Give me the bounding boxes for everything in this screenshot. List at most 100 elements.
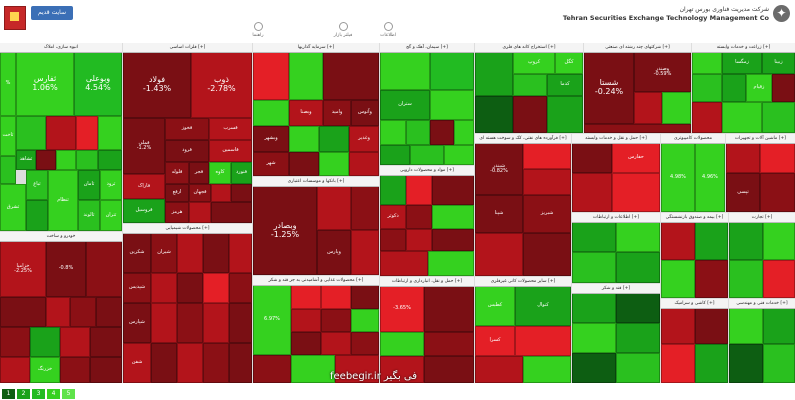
stock-tile[interactable] — [60, 357, 90, 383]
stock-tile[interactable]: شپدیس — [123, 273, 151, 303]
sector-16[interactable]: -3.65% حمل و نقل، انبارداری و ارتباطات [+… — [380, 277, 474, 383]
sector-22[interactable]: کاشی و سرامیک [+] — [661, 299, 728, 383]
stock-tile[interactable] — [0, 156, 16, 184]
stock-tile[interactable]: فنورد — [231, 162, 252, 184]
sector-13[interactable]: خزامیا -2.25% -0.8% خزرنگ خودرو و ساخت — [0, 232, 122, 383]
stock-tile[interactable] — [432, 175, 474, 205]
stock-tile[interactable]: وآتوس — [351, 100, 379, 126]
stock-tile[interactable] — [454, 120, 474, 145]
stock-tile[interactable] — [695, 308, 728, 344]
stock-tile[interactable]: 4.98% — [661, 143, 695, 212]
page-button-4[interactable]: 4 — [47, 389, 60, 399]
stock-tile[interactable]: فسرب — [209, 118, 252, 140]
sector-0[interactable]: % ثاخت ثفارس 1.06% وبوعلی 4.54% ثشاهد ثشرق ثباغ ث… — [0, 43, 122, 231]
nav-info[interactable]: اطلاعات — [373, 22, 403, 38]
sector-title[interactable]: استخراج کانه های فلزی [+] — [475, 43, 583, 53]
stock-tile[interactable]: فخوز — [165, 118, 209, 140]
stock-tile[interactable]: فاراک — [123, 174, 165, 199]
stock-tile[interactable] — [26, 200, 48, 231]
stock-tile[interactable] — [616, 222, 660, 252]
stock-tile[interactable] — [692, 102, 722, 133]
stock-tile[interactable] — [763, 308, 795, 344]
sector-title[interactable]: سایر محصولات کانی غیرفلزی [+] — [475, 277, 571, 287]
stock-tile[interactable] — [229, 343, 252, 383]
stock-tile[interactable] — [523, 169, 571, 195]
stock-tile[interactable] — [76, 150, 98, 170]
sector-23[interactable]: خدمات فنی و مهندسی [+] — [729, 299, 795, 383]
stock-tile[interactable]: کاوه — [209, 162, 231, 184]
stock-tile[interactable] — [229, 233, 252, 273]
stock-tile[interactable]: فملی -1.2% — [123, 118, 165, 174]
stock-tile[interactable] — [380, 145, 410, 165]
sector-title[interactable]: قند و شکر [+] — [572, 284, 660, 294]
stock-tile[interactable] — [351, 332, 379, 355]
stock-tile[interactable] — [231, 184, 252, 202]
sector-14[interactable]: شکربن شیران شپدیس شپارس شفن محصولات شیمیایی [… — [123, 224, 252, 383]
stock-tile[interactable] — [380, 175, 406, 205]
stock-tile[interactable] — [424, 356, 474, 383]
stock-tile[interactable]: کسرا — [475, 326, 515, 356]
stock-tile[interactable] — [319, 152, 349, 176]
stock-tile[interactable] — [424, 332, 474, 356]
stock-tile[interactable]: وپارس — [317, 230, 351, 275]
stock-tile[interactable]: وبشهر — [253, 126, 289, 152]
stock-tile[interactable] — [729, 222, 763, 260]
stock-tile[interactable]: ثشاهد — [16, 150, 36, 170]
stock-tile[interactable] — [0, 327, 30, 357]
stock-tile[interactable] — [380, 251, 428, 276]
stock-tile[interactable] — [90, 327, 122, 357]
stock-tile[interactable] — [572, 252, 616, 283]
stock-tile[interactable]: شپنا — [475, 195, 523, 233]
stock-tile[interactable]: -3.65% — [380, 286, 424, 332]
sector-title[interactable]: شرکتهای چند رشته ای صنعتی [+] — [584, 43, 691, 53]
stock-tile[interactable]: فجر — [189, 162, 209, 184]
stock-tile[interactable]: شیران — [151, 233, 177, 273]
stock-tile[interactable] — [729, 344, 763, 383]
sector-18[interactable]: اطلاعات و ارتباطات [+] — [572, 213, 660, 283]
sector-20[interactable]: بیمه و صندوق بازنشستگی [+] — [661, 213, 728, 298]
stock-tile[interactable] — [211, 184, 231, 202]
sector-title[interactable]: مواد و محصولات دارویی [+] — [380, 166, 474, 176]
stock-tile[interactable] — [430, 120, 454, 145]
stock-tile[interactable] — [46, 116, 76, 150]
stock-tile[interactable] — [211, 202, 252, 223]
sector-title[interactable]: تجارت [+] — [729, 213, 795, 223]
sector-title[interactable]: سرمایه گذاریها [+] — [253, 43, 379, 53]
sector-title[interactable]: بیمه و صندوق بازنشستگی [+] — [661, 213, 728, 223]
stock-tile[interactable] — [661, 260, 695, 298]
sector-title[interactable]: خدمات فنی و مهندسی [+] — [729, 299, 795, 309]
stock-tile[interactable] — [36, 150, 56, 170]
sector-9[interactable]: 4.98% 4.96% محصولات کامپیوتری — [661, 134, 725, 212]
stock-tile[interactable] — [0, 297, 46, 327]
stock-tile[interactable] — [763, 260, 795, 298]
stock-tile[interactable] — [203, 303, 229, 343]
stock-tile[interactable] — [513, 74, 547, 96]
stock-tile[interactable]: ثامان — [78, 170, 100, 200]
stock-tile[interactable] — [475, 233, 523, 276]
stock-tile[interactable]: کنوال — [515, 286, 571, 326]
stock-tile[interactable] — [16, 116, 46, 150]
stock-tile[interactable]: وامید — [323, 100, 351, 126]
stock-tile[interactable] — [523, 143, 571, 169]
stock-tile[interactable] — [60, 327, 90, 357]
stock-tile[interactable] — [46, 297, 70, 327]
stock-tile[interactable] — [321, 309, 351, 332]
stock-tile[interactable] — [70, 297, 96, 327]
stock-tile[interactable]: فلوله — [165, 162, 189, 184]
stock-tile[interactable]: فاسمین — [209, 140, 252, 162]
stock-tile[interactable] — [335, 355, 379, 383]
stock-tile[interactable] — [380, 229, 406, 251]
stock-tile[interactable] — [291, 355, 335, 383]
stock-tile[interactable] — [432, 205, 474, 229]
sector-title[interactable]: محصولات غذایی و آشامیدنی به جز قند و شکر… — [253, 276, 379, 286]
stock-tile[interactable]: ارفع — [165, 184, 189, 202]
old-site-button[interactable]: سایت قدیم — [31, 6, 73, 20]
stock-tile[interactable] — [410, 145, 444, 165]
stock-tile[interactable]: ثنظام — [48, 170, 78, 231]
stock-tile[interactable] — [572, 222, 616, 252]
stock-tile[interactable] — [289, 52, 323, 100]
stock-tile[interactable] — [151, 273, 177, 303]
stock-tile[interactable]: وبوعلی 4.54% — [74, 52, 122, 116]
stock-tile[interactable]: تپسی — [726, 173, 760, 212]
stock-tile[interactable] — [351, 186, 379, 230]
